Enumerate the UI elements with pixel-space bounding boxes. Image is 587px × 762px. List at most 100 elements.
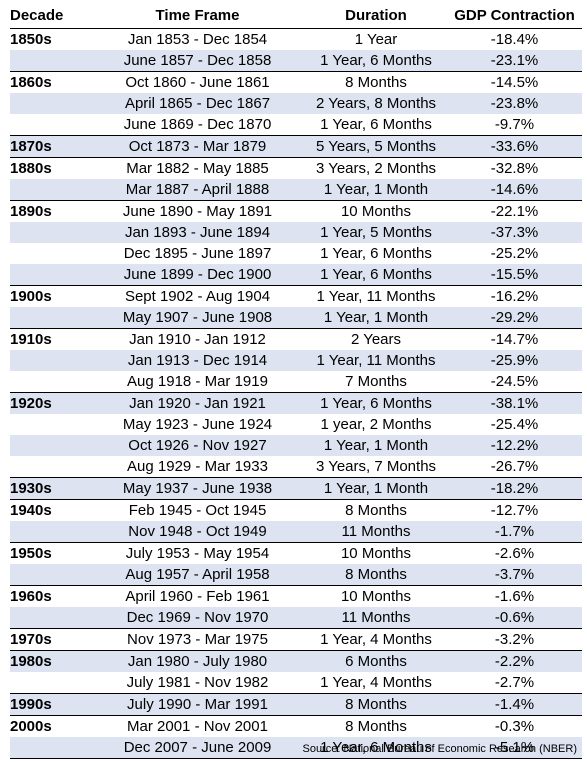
- duration-cell: 6 Months: [305, 650, 447, 672]
- gdp-contraction-cell: -0.3%: [447, 715, 582, 737]
- decade-cell: 1950s: [10, 542, 90, 564]
- decade-cell: [10, 93, 90, 114]
- table-row: 1910s Jan 1910 - Jan 1912 2 Years -14.7%: [10, 328, 582, 350]
- header-row: Decade Time Frame Duration GDP Contracti…: [10, 4, 582, 29]
- table-row: Jan 1913 - Dec 1914 1 Year, 11 Months -25.…: [10, 350, 582, 371]
- gdp-contraction-cell: -9.7%: [494, 116, 535, 133]
- table-row: Mar 1887 - April 1888 1 Year, 1 Month -14.…: [10, 179, 582, 201]
- duration-cell: 10 Months: [305, 200, 447, 222]
- recession-table: Decade Time Frame Duration GDP Contracti…: [10, 4, 582, 759]
- gdp-contraction-cell: -1.4%: [447, 693, 582, 716]
- gdp-contraction-cell: -32.8%: [447, 157, 582, 179]
- gdp-contraction-cell: -26.7%: [490, 458, 539, 475]
- decade-cell: [10, 672, 90, 694]
- time-frame-cell: Sept 1902 - Aug 1904: [90, 285, 305, 307]
- duration-cell: 11 Months: [305, 521, 447, 543]
- table-row: June 1899 - Dec 1900 1 Year, 6 Months -15.…: [10, 264, 582, 286]
- decade-cell: 1850s: [10, 31, 52, 48]
- decade-cell: 1860s: [10, 71, 90, 93]
- duration-cell: 7 Months: [345, 373, 407, 390]
- decade-cell: [10, 114, 90, 136]
- duration-cell: 1 Year, 6 Months: [305, 392, 447, 414]
- time-frame-cell: Dec 2007 - June 2009: [90, 737, 305, 759]
- table-row: 1940s Feb 1945 - Oct 1945 8 Months -12.7%: [10, 499, 582, 521]
- gdp-contraction-cell: -14.6%: [447, 179, 582, 201]
- duration-cell: 1 Year, 6 Months: [305, 264, 447, 286]
- gdp-contraction-cell: -23.1%: [447, 50, 582, 72]
- duration-cell: 10 Months: [305, 585, 447, 607]
- table-row: June 1857 - Dec 1858 1 Year, 6 Months -23.…: [10, 50, 582, 72]
- table-row: 2000s Mar 2001 - Nov 2001 8 Months -0.3%: [10, 715, 582, 737]
- table-row: Dec 1969 - Nov 1970 11 Months -0.6%: [10, 607, 582, 629]
- duration-cell: 1 Year, 6 Months: [320, 245, 432, 262]
- gdp-contraction-cell: -12.7%: [447, 499, 582, 521]
- duration-cell: 1 Year, 1 Month: [305, 435, 447, 456]
- decade-cell: [10, 564, 90, 586]
- duration-cell: 3 Years, 7 Months: [315, 458, 437, 475]
- table-row: 1920s Jan 1920 - Jan 1921 1 Year, 6 Months…: [10, 392, 582, 414]
- table-row: Dec 2007 - June 2009 1 Year, 6 Months -5.1…: [10, 737, 582, 759]
- time-frame-cell: July 1953 - May 1954: [90, 542, 305, 564]
- table-row: Aug 1929 - Mar 1933 3 Years, 7 Months -26.…: [10, 456, 582, 478]
- table-row: Oct 1926 - Nov 1927 1 Year, 1 Month -12.2%: [10, 435, 582, 456]
- duration-cell: 8 Months: [305, 71, 447, 93]
- time-frame-cell: June 1869 - Dec 1870: [123, 116, 272, 133]
- time-frame-cell: Mar 1887 - April 1888: [90, 179, 305, 201]
- gdp-contraction-cell: -2.2%: [447, 650, 582, 672]
- duration-cell: 1 Year, 1 Month: [305, 477, 447, 500]
- duration-cell: 8 Months: [305, 564, 447, 586]
- table-row: 1960s April 1960 - Feb 1961 10 Months -1.6%: [10, 585, 582, 607]
- gdp-contraction-cell: -15.5%: [447, 264, 582, 286]
- duration-cell: 1 Year, 1 Month: [305, 307, 447, 329]
- duration-cell: 1 Year, 11 Months: [305, 285, 447, 307]
- time-frame-cell: Mar 2001 - Nov 2001: [90, 715, 305, 737]
- decade-cell: 1970s: [10, 628, 90, 651]
- gdp-contraction-cell: -14.7%: [447, 328, 582, 350]
- decade-cell: [10, 179, 90, 201]
- time-frame-cell: June 1857 - Dec 1858: [90, 50, 305, 72]
- duration-cell: 1 Year: [354, 31, 398, 48]
- table-row: 1950s July 1953 - May 1954 10 Months -2.6%: [10, 542, 582, 564]
- table-row: 1980s Jan 1980 - July 1980 6 Months -2.2%: [10, 650, 582, 672]
- decade-cell: [10, 607, 90, 629]
- duration-cell: 11 Months: [305, 607, 447, 629]
- duration-cell: 1 Year, 6 Months: [305, 737, 447, 759]
- decade-cell: [10, 264, 90, 286]
- time-frame-cell: Jan 1893 - June 1894: [90, 222, 305, 243]
- table-row: April 1865 - Dec 1867 2 Years, 8 Months -2…: [10, 93, 582, 114]
- time-frame-cell: Aug 1929 - Mar 1933: [127, 458, 268, 475]
- duration-cell: 1 Year, 1 Month: [305, 179, 447, 201]
- table-row: Jan 1893 - June 1894 1 Year, 5 Months -37.…: [10, 222, 582, 243]
- decade-cell: 1870s: [10, 135, 90, 158]
- duration-cell: 8 Months: [305, 499, 447, 521]
- table-row: Nov 1948 - Oct 1949 11 Months -1.7%: [10, 521, 582, 543]
- decade-cell: 1940s: [10, 499, 90, 521]
- decade-cell: 1880s: [10, 157, 90, 179]
- table-row: Aug 1957 - April 1958 8 Months -3.7%: [10, 564, 582, 586]
- gdp-contraction-cell: -2.6%: [447, 542, 582, 564]
- decade-cell: [10, 371, 90, 393]
- time-frame-cell: Dec 1969 - Nov 1970: [90, 607, 305, 629]
- gdp-contraction-cell: -16.2%: [447, 285, 582, 307]
- time-frame-cell: Nov 1973 - Mar 1975: [90, 628, 305, 651]
- duration-cell: 3 Years, 2 Months: [305, 157, 447, 179]
- gdp-contraction-cell: -38.1%: [447, 392, 582, 414]
- gdp-contraction-cell: -1.7%: [447, 521, 582, 543]
- time-frame-cell: Oct 1873 - Mar 1879: [90, 135, 305, 158]
- duration-cell: 10 Months: [305, 542, 447, 564]
- gdp-contraction-cell: -3.7%: [447, 564, 582, 586]
- table-row: 1850s Jan 1853 - Dec 1854 1 Year -18.4%: [10, 29, 582, 51]
- gdp-contraction-cell: -3.2%: [447, 628, 582, 651]
- table-row: June 1869 - Dec 1870 1 Year, 6 Months -9.7…: [10, 114, 582, 136]
- table-body: 1850s Jan 1853 - Dec 1854 1 Year -18.4% June…: [10, 29, 582, 759]
- time-frame-cell: Jan 1910 - Jan 1912: [90, 328, 305, 350]
- gdp-contraction-cell: -24.5%: [490, 373, 539, 390]
- decade-cell: 1910s: [10, 328, 90, 350]
- duration-cell: 8 Months: [305, 693, 447, 716]
- gdp-contraction-cell: -18.4%: [490, 31, 539, 48]
- table-row: 1970s Nov 1973 - Mar 1975 1 Year, 4 Months…: [10, 628, 582, 651]
- decade-cell: [10, 737, 90, 759]
- duration-cell: 5 Years, 5 Months: [305, 135, 447, 158]
- table-row: July 1981 - Nov 1982 1 Year, 4 Months -2.7…: [10, 672, 582, 694]
- decade-cell: 1930s: [10, 477, 90, 500]
